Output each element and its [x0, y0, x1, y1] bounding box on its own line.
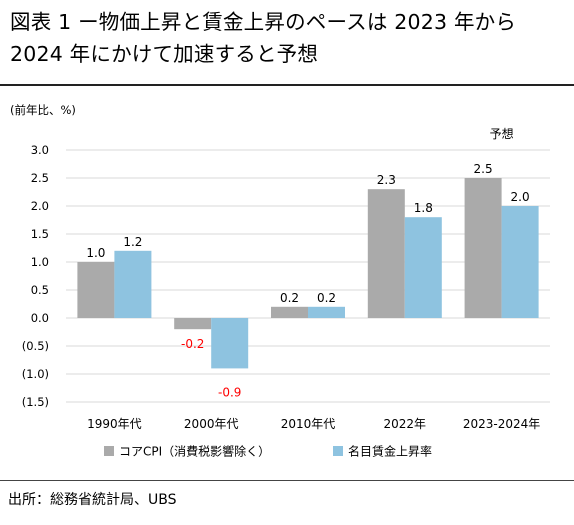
bar-core-cpi [271, 306, 308, 318]
y-tick-label: (0.5) [22, 339, 49, 353]
bar-core-cpi [464, 178, 502, 318]
data-label: 2.3 [377, 173, 396, 187]
y-axis-ticks: 3.0 2.5 2.0 1.5 1.0 0.5 0.0 (0.5) (1.0) (1.5) [22, 143, 49, 409]
bar-nominal-wage [211, 318, 249, 369]
y-tick-label: 2.5 [31, 171, 49, 185]
y-tick-label: 0.0 [31, 311, 49, 325]
y-tick-label: 1.5 [31, 227, 49, 241]
bar-nominal-wage [308, 306, 345, 318]
bar-nominal-wage [501, 206, 539, 318]
source-note: 出所：総務省統計局、UBS [8, 492, 177, 508]
y-tick-label: (1.0) [22, 367, 49, 381]
unit-label: (前年比、%) [10, 103, 76, 117]
title-divider [0, 84, 574, 86]
x-tick-label: 1990年代 [87, 417, 142, 431]
y-tick-label: (1.5) [22, 395, 49, 409]
data-label: -0.2 [181, 337, 204, 351]
chart-title: 図表 1 ー物価上昇と賃金上昇のペースは 2023 年から 2024 年にかけて… [10, 10, 517, 66]
legend-label: 名目賃金上昇率 [348, 444, 432, 459]
forecast-annotation: 予想 [490, 126, 514, 141]
y-tick-label: 1.0 [31, 255, 49, 269]
bar-nominal-wage [114, 250, 152, 318]
y-tick-label: 3.0 [31, 143, 49, 157]
data-label: 0.2 [280, 291, 299, 305]
x-tick-label: 2023-2024年 [463, 417, 540, 431]
bar-core-cpi [77, 262, 115, 318]
data-label: 1.2 [123, 235, 142, 249]
data-labels: 1.0 1.2 -0.2 -0.9 0.2 0.2 2.3 1.8 2.5 2.0 予想 [86, 126, 529, 399]
data-label: 2.5 [474, 162, 493, 176]
x-axis-ticks: 1990年代 2000年代 2010年代 2022年 2023-2024年 [87, 417, 540, 431]
bars [77, 178, 539, 369]
x-tick-label: 2000年代 [184, 417, 239, 431]
bar-core-cpi [174, 318, 212, 330]
bar-core-cpi [367, 189, 405, 318]
x-tick-label: 2022年 [384, 417, 427, 431]
y-tick-label: 2.0 [31, 199, 49, 213]
legend-swatch [104, 446, 114, 456]
bar-nominal-wage [404, 217, 442, 318]
data-label: 1.0 [86, 246, 105, 260]
data-label: 1.8 [414, 201, 433, 215]
legend-label: コアCPI（消費税影響除く） [119, 444, 270, 459]
y-tick-label: 0.5 [31, 283, 49, 297]
source-divider [0, 480, 574, 481]
x-tick-label: 2010年代 [281, 417, 336, 431]
data-label: 0.2 [317, 291, 336, 305]
legend-swatch [333, 446, 343, 456]
data-label: 2.0 [511, 190, 530, 204]
legend: コアCPI（消費税影響除く） 名目賃金上昇率 [104, 444, 432, 459]
data-label: -0.9 [218, 385, 241, 399]
